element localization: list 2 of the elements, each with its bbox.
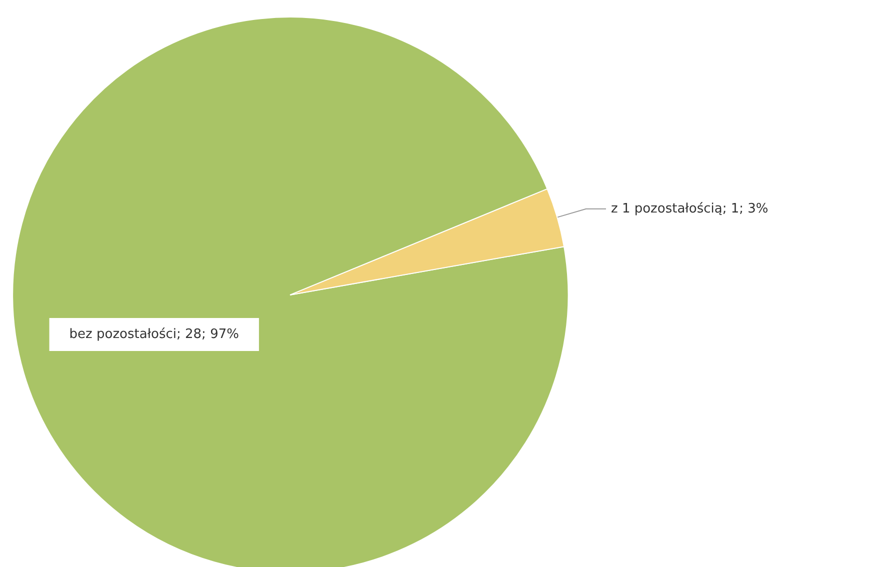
- slice-label: z 1 pozostałością; 1; 3%: [610, 201, 768, 216]
- slice-label: bez pozostałości; 28; 97%: [69, 326, 239, 342]
